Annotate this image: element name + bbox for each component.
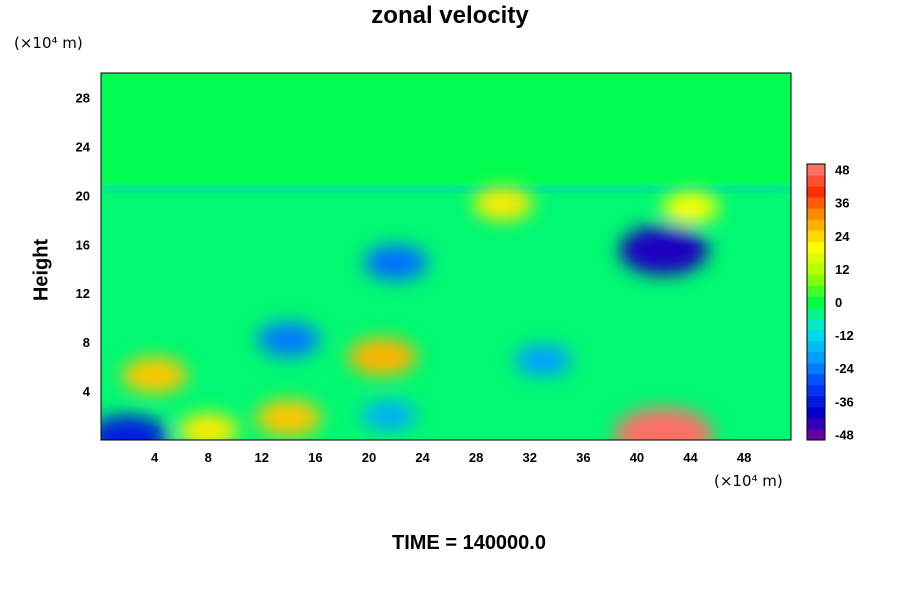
colorbar-swatch bbox=[807, 296, 825, 309]
field-feature-12 bbox=[178, 413, 239, 440]
colorbar-swatch bbox=[807, 263, 825, 275]
field-feature-3 bbox=[363, 244, 428, 281]
colorbar-swatch bbox=[807, 164, 825, 176]
y-tick-label: 8 bbox=[83, 335, 90, 350]
field-feature-9 bbox=[101, 415, 169, 440]
chart-title: zonal velocity bbox=[371, 2, 529, 29]
field-feature-11 bbox=[121, 356, 188, 394]
colorbar-swatch bbox=[807, 340, 825, 353]
x-tick-label: 8 bbox=[205, 450, 212, 465]
y-tick-label: 24 bbox=[76, 139, 91, 154]
colorbar-tick-label: 12 bbox=[835, 262, 849, 277]
time-label: TIME = 140000.0 bbox=[392, 532, 546, 554]
y-tick-label: 12 bbox=[76, 286, 90, 301]
colorbar-swatch bbox=[807, 285, 825, 297]
x-tick-label: 4 bbox=[151, 450, 159, 465]
plot-area bbox=[101, 73, 791, 440]
x-tick-label: 24 bbox=[415, 450, 430, 465]
colorbar-swatch bbox=[807, 274, 825, 286]
colorbar-swatch bbox=[807, 307, 825, 320]
colorbar-swatch bbox=[807, 230, 825, 242]
colorbar-swatch bbox=[807, 384, 825, 397]
y-tick-label: 4 bbox=[83, 384, 91, 399]
colorbar: 48 36 24 12 0 -12 -24 -36 -48 bbox=[806, 163, 855, 442]
colorbar-swatch bbox=[807, 208, 825, 220]
field-feature-1 bbox=[662, 191, 719, 224]
colorbar-tick-label: 0 bbox=[835, 295, 842, 310]
x-tick-label: 16 bbox=[308, 450, 322, 465]
y-tick-label: 28 bbox=[76, 90, 90, 105]
colorbar-tick-label: -12 bbox=[835, 328, 854, 343]
colorbar-swatch bbox=[807, 318, 825, 331]
upper-layer bbox=[101, 73, 791, 184]
field-feature-8 bbox=[255, 399, 322, 437]
y-tick-label: 20 bbox=[76, 188, 90, 203]
x-tick-label: 20 bbox=[362, 450, 376, 465]
colorbar-swatch bbox=[807, 351, 825, 364]
colorbar-swatch bbox=[807, 373, 825, 386]
x-tick-label: 32 bbox=[523, 450, 537, 465]
field-feature-2 bbox=[619, 225, 709, 276]
colorbar-swatch bbox=[807, 252, 825, 264]
field-feature-6 bbox=[514, 344, 572, 377]
shear-band bbox=[101, 187, 791, 192]
field-feature-7 bbox=[614, 407, 713, 440]
colorbar-swatch bbox=[807, 197, 825, 209]
y-axis-unit: (×10⁴ m) bbox=[14, 34, 83, 52]
x-tick-label: 40 bbox=[630, 450, 644, 465]
x-tick-label: 12 bbox=[255, 450, 269, 465]
y-tick-label: 16 bbox=[76, 237, 90, 252]
colorbar-swatch bbox=[807, 428, 825, 441]
x-tick-label: 48 bbox=[737, 450, 751, 465]
colorbar-swatch bbox=[807, 241, 825, 253]
colorbar-tick-label: 36 bbox=[835, 196, 849, 211]
colorbar-swatch bbox=[807, 362, 825, 375]
colorbar-tick-label: 24 bbox=[835, 229, 850, 244]
colorbar-tick-label: -24 bbox=[835, 361, 855, 376]
x-tick-label: 28 bbox=[469, 450, 483, 465]
colorbar-swatch bbox=[807, 395, 825, 408]
colorbar-swatch bbox=[807, 417, 825, 430]
colorbar-tick-label: 48 bbox=[835, 163, 849, 178]
colorbar-swatch bbox=[807, 175, 825, 187]
field-feature-10 bbox=[362, 400, 416, 431]
field-feature-4 bbox=[257, 322, 320, 358]
x-tick-label: 36 bbox=[576, 450, 590, 465]
colorbar-swatch bbox=[807, 329, 825, 342]
colorbar-frame bbox=[806, 163, 826, 441]
x-axis-unit: (×10⁴ m) bbox=[714, 472, 783, 490]
colorbar-swatch bbox=[807, 219, 825, 231]
colorbar-tick-label: -36 bbox=[835, 394, 854, 409]
colorbar-swatch bbox=[807, 186, 825, 198]
x-tick-label: 44 bbox=[683, 450, 698, 465]
colorbar-tick-label: -48 bbox=[835, 427, 854, 442]
field-feature-0 bbox=[473, 187, 533, 221]
colorbar-swatch bbox=[807, 406, 825, 419]
field-feature-5 bbox=[348, 337, 417, 376]
plot-frame bbox=[100, 72, 792, 441]
